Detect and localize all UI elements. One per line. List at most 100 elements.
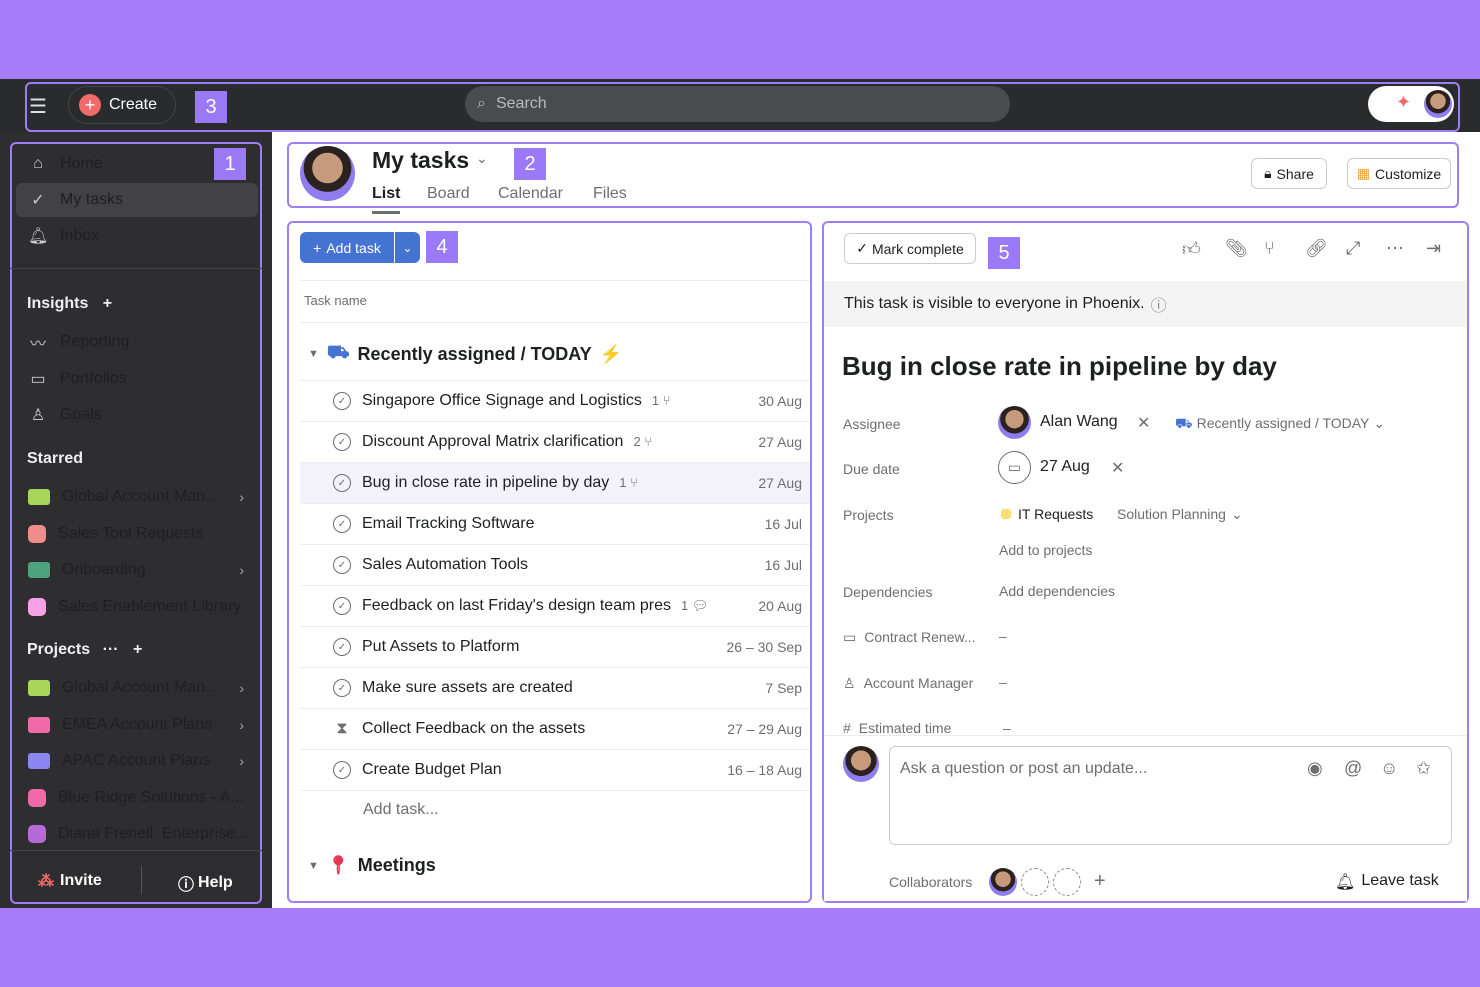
chevron-right-icon[interactable]: › [239, 753, 244, 769]
close-panel-icon[interactable]: ⇥ [1426, 238, 1442, 258]
sidebar-item-goals[interactable]: ♙ Goals [16, 398, 258, 432]
sidebar-item-my-tasks[interactable]: ✓ My tasks [16, 183, 258, 217]
column-header-task-name[interactable]: Task name [304, 293, 367, 308]
task-row[interactable]: ✓ Bug in close rate in pipeline by day 1 … [300, 463, 810, 504]
sidebar-project[interactable]: Global Account Man... › [16, 480, 258, 514]
sidebar-project[interactable]: APAC Account Plans › [16, 744, 258, 778]
add-collaborator-placeholder-icon[interactable] [1021, 868, 1049, 896]
due-date[interactable]: 20 Aug [758, 598, 802, 614]
complete-checkbox-icon[interactable]: ✓ [333, 761, 351, 779]
add-task-dropdown[interactable]: ⌄ [395, 232, 420, 263]
sidebar-project[interactable]: EMEA Account Plans › [16, 708, 258, 742]
remove-due-date-icon[interactable]: ✕ [1111, 460, 1125, 477]
section-meetings[interactable]: ▼ 📍︎ Meetings [308, 855, 436, 876]
task-row[interactable]: ✓ Feedback on last Friday's design team … [300, 586, 810, 627]
star-icon[interactable]: ✩ [1416, 758, 1432, 778]
chevron-right-icon[interactable]: › [239, 489, 244, 505]
task-row[interactable]: ⧗ Collect Feedback on the assets 27 – 29… [300, 709, 810, 750]
project-section-dropdown[interactable]: Solution Planning ⌄ [1117, 506, 1243, 523]
share-button[interactable]: 🔒︎ Share [1251, 158, 1327, 189]
chevron-right-icon[interactable]: › [239, 562, 244, 578]
complete-checkbox-icon[interactable]: ✓ [333, 433, 351, 451]
sidebar-item-reporting[interactable]: 〰 Reporting [16, 325, 258, 359]
subtask-icon[interactable]: ⑂ [1264, 238, 1275, 258]
collaborator-avatar[interactable] [989, 868, 1017, 896]
sidebar-project[interactable]: Sales Enablement Library [16, 590, 258, 624]
chevron-right-icon[interactable]: › [239, 716, 244, 733]
mention-icon[interactable]: @ [1344, 758, 1363, 778]
more-icon[interactable]: ··· [102, 641, 119, 658]
user-avatar[interactable] [1424, 90, 1452, 118]
complete-checkbox-icon[interactable]: ✓ [333, 597, 351, 615]
project-it-requests[interactable]: IT Requests [1001, 506, 1093, 522]
chevron-down-icon[interactable]: ⌄ [476, 150, 488, 166]
menu-icon[interactable]: ☰ [29, 96, 47, 118]
section-recently-assigned[interactable]: ▼ ⛟ Recently assigned / TODAY ⚡ [308, 342, 622, 366]
task-row[interactable]: ✓ Create Budget Plan 16 – 18 Aug [300, 750, 810, 791]
attachment-icon[interactable]: 📎︎ [1225, 238, 1248, 258]
complete-checkbox-icon[interactable]: ✓ [333, 392, 351, 410]
complete-checkbox-icon[interactable]: ✓ [333, 556, 351, 574]
add-to-projects-link[interactable]: Add to projects [999, 542, 1093, 558]
chevron-right-icon[interactable]: › [239, 680, 244, 696]
due-date[interactable]: 16 Jul [764, 516, 802, 532]
comment-input[interactable]: Ask a question or post an update... [889, 746, 1452, 845]
sidebar-item-portfolios[interactable]: ▭ Portfolios [16, 362, 258, 396]
sidebar-project[interactable]: Global Account Man... › [16, 671, 258, 705]
due-date[interactable]: 26 – 30 Sep [726, 639, 802, 655]
due-date[interactable]: 27 Aug [758, 475, 802, 491]
search-input[interactable]: ⌕ Search [465, 86, 1010, 122]
collapse-icon[interactable]: ▼ [308, 859, 319, 872]
expand-icon[interactable]: ⤢ [1346, 238, 1361, 258]
sidebar-project[interactable]: Blue Ridge Solutions - A... [16, 781, 258, 815]
invite-button[interactable]: ⁂ Invite [38, 871, 102, 891]
due-date[interactable]: 16 – 18 Aug [727, 762, 802, 778]
sidebar-project[interactable]: Sales Tool Requests [16, 517, 258, 551]
task-row[interactable]: ✓ Email Tracking Software 16 Jul [300, 504, 810, 545]
section-dropdown[interactable]: ⛟ Recently assigned / TODAY ⌄ [1175, 415, 1385, 434]
sidebar-item-inbox[interactable]: 🔔︎ Inbox [16, 219, 258, 253]
tab-files[interactable]: Files [593, 185, 627, 202]
help-button[interactable]: ⓘ Help [178, 871, 233, 895]
complete-checkbox-icon[interactable]: ✓ [333, 474, 351, 492]
task-row[interactable]: ✓ Discount Approval Matrix clarification… [300, 422, 810, 463]
tab-list[interactable]: List [372, 185, 401, 202]
add-collaborator-placeholder-icon[interactable] [1053, 868, 1081, 896]
help-icon[interactable]: ⓘ [1150, 298, 1167, 315]
create-button[interactable]: + Create [68, 86, 176, 124]
sidebar-item-home[interactable]: ⌂ Home [16, 147, 258, 181]
add-task-inline[interactable]: Add task... [363, 801, 439, 818]
task-row[interactable]: ✓ Put Assets to Platform 26 – 30 Sep [300, 627, 810, 668]
due-date[interactable]: 27 Aug [758, 434, 802, 450]
like-icon[interactable]: 👍︎ [1182, 239, 1201, 259]
calendar-icon[interactable]: ▭ [998, 451, 1031, 484]
sidebar-project[interactable]: Diana Frenell: Enterprise... [16, 817, 258, 851]
sidebar-project[interactable]: Onboarding › [16, 553, 258, 587]
due-date[interactable]: 30 Aug [758, 393, 802, 409]
hourglass-icon[interactable]: ⧗ [336, 720, 348, 737]
add-dependencies-link[interactable]: Add dependencies [999, 583, 1115, 599]
account-area[interactable]: ✦ [1368, 86, 1454, 122]
due-date[interactable]: 16 Jul [764, 557, 802, 573]
tab-board[interactable]: Board [427, 185, 470, 202]
tab-calendar[interactable]: Calendar [498, 185, 563, 202]
mark-complete-button[interactable]: ✓ Mark complete [844, 233, 976, 264]
add-collaborator-icon[interactable]: + [1094, 870, 1106, 892]
more-icon[interactable]: ⋯ [1386, 238, 1404, 258]
due-date-value[interactable]: 27 Aug [1040, 458, 1090, 475]
collapse-icon[interactable]: ▼ [308, 348, 319, 360]
leave-task-button[interactable]: 🔔︎ Leave task [1335, 872, 1439, 892]
complete-checkbox-icon[interactable]: ✓ [333, 638, 351, 656]
field-value[interactable]: – [1003, 720, 1011, 736]
record-icon[interactable]: ◉ [1307, 758, 1323, 778]
complete-checkbox-icon[interactable]: ✓ [333, 515, 351, 533]
link-icon[interactable]: 🔗︎ [1305, 238, 1328, 258]
due-date[interactable]: 27 – 29 Aug [727, 721, 802, 737]
task-row[interactable]: ✓ Make sure assets are created 7 Sep [300, 668, 810, 709]
remove-assignee-icon[interactable]: ✕ [1137, 415, 1151, 432]
add-task-button[interactable]: + Add task [300, 232, 394, 263]
task-row[interactable]: ✓ Singapore Office Signage and Logistics… [300, 381, 810, 422]
assignee-value[interactable]: Alan Wang [1040, 413, 1118, 430]
complete-checkbox-icon[interactable]: ✓ [333, 679, 351, 697]
field-value[interactable]: – [999, 674, 1007, 690]
